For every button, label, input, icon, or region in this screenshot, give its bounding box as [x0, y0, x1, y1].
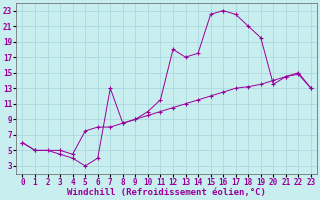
- X-axis label: Windchill (Refroidissement éolien,°C): Windchill (Refroidissement éolien,°C): [67, 188, 266, 197]
